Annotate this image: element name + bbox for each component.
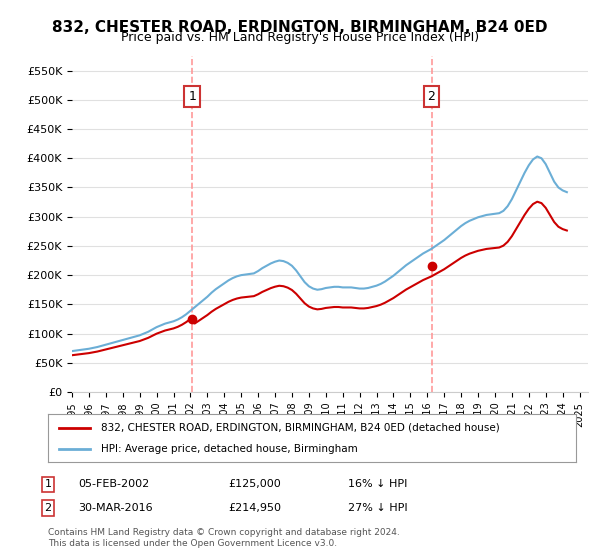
Text: £125,000: £125,000 <box>228 479 281 489</box>
Text: HPI: Average price, detached house, Birmingham: HPI: Average price, detached house, Birm… <box>101 444 358 454</box>
Text: 1: 1 <box>44 479 52 489</box>
Text: 832, CHESTER ROAD, ERDINGTON, BIRMINGHAM, B24 0ED (detached house): 832, CHESTER ROAD, ERDINGTON, BIRMINGHAM… <box>101 423 500 433</box>
Text: 1: 1 <box>188 90 196 103</box>
Text: 27% ↓ HPI: 27% ↓ HPI <box>348 503 407 513</box>
Text: 16% ↓ HPI: 16% ↓ HPI <box>348 479 407 489</box>
Text: 2: 2 <box>44 503 52 513</box>
Text: 30-MAR-2016: 30-MAR-2016 <box>78 503 152 513</box>
Text: Contains HM Land Registry data © Crown copyright and database right 2024.
This d: Contains HM Land Registry data © Crown c… <box>48 528 400 548</box>
Text: Price paid vs. HM Land Registry's House Price Index (HPI): Price paid vs. HM Land Registry's House … <box>121 31 479 44</box>
Text: 2: 2 <box>428 90 436 103</box>
Text: 05-FEB-2002: 05-FEB-2002 <box>78 479 149 489</box>
Text: 832, CHESTER ROAD, ERDINGTON, BIRMINGHAM, B24 0ED: 832, CHESTER ROAD, ERDINGTON, BIRMINGHAM… <box>52 20 548 35</box>
Text: £214,950: £214,950 <box>228 503 281 513</box>
